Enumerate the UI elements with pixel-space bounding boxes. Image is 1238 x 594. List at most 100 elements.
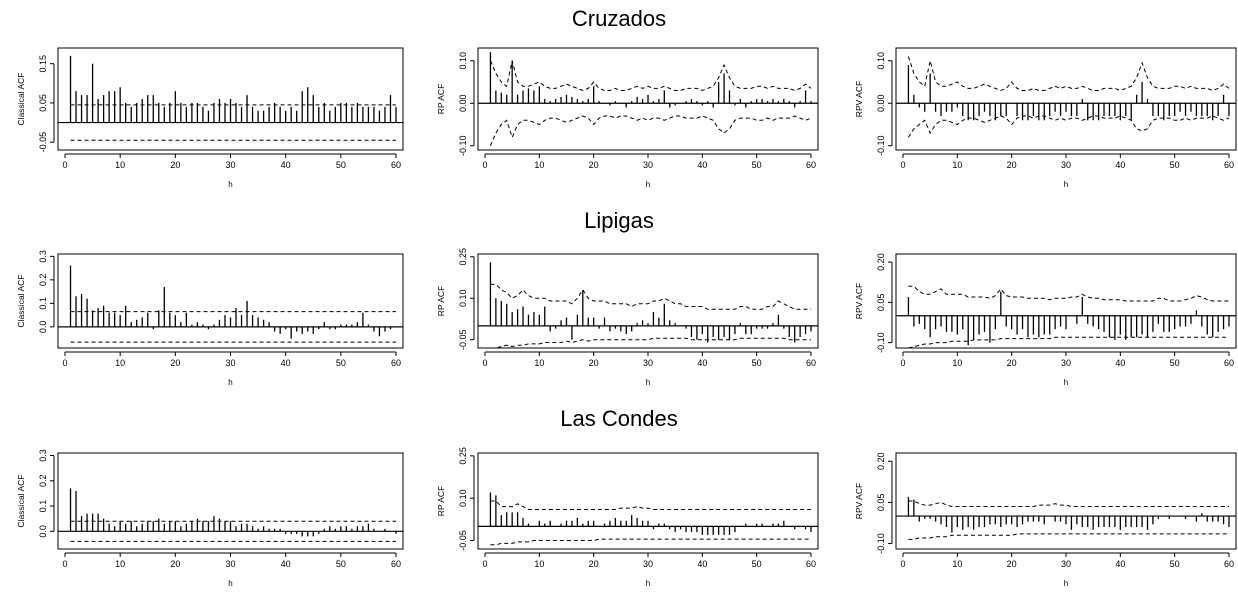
x-tick-label: 40 [281, 358, 291, 368]
x-tick-label: 10 [115, 358, 125, 368]
x-tick-label: 30 [225, 358, 235, 368]
x-tick-label: 10 [115, 160, 125, 170]
upper-band [490, 283, 811, 310]
upper-band [908, 500, 1229, 507]
y-tick-label: 0.3 [38, 250, 48, 263]
plot-frame [895, 452, 1237, 550]
x-tick-label: 50 [336, 559, 346, 569]
x-tick-label: 10 [952, 358, 962, 368]
x-tick-label: 60 [1224, 559, 1234, 569]
y-tick-label: 0.0 [38, 321, 48, 334]
y-axis-label: RPV ACF [854, 81, 864, 117]
row-title-las-condes: Las Condes [560, 406, 678, 431]
x-tick-label: 60 [391, 559, 401, 569]
y-tick-label: -0.05 [458, 530, 468, 551]
x-tick-label: 10 [115, 559, 125, 569]
x-tick-label: 0 [62, 358, 67, 368]
x-tick-label: 20 [1007, 358, 1017, 368]
y-tick-label: -0.10 [458, 135, 468, 156]
x-tick-label: 0 [482, 160, 487, 170]
acf-panel-6: 0 10 20 30 40 50 60 h -0.10 0.05 0.20 RPV ACF [854, 253, 1237, 387]
row-title-lipigas: Lipigas [584, 208, 654, 233]
x-tick-label: 10 [952, 559, 962, 569]
y-tick-label: 0.05 [876, 494, 886, 512]
y-axis-label: RP ACF [436, 286, 446, 317]
x-axis-label: h [1064, 579, 1068, 588]
x-tick-label: 10 [952, 160, 962, 170]
acf-panel-7: 0 10 20 30 40 50 60 h 0.0 0.1 0.2 0.3 Classical ACF [16, 449, 404, 588]
x-tick-label: 50 [336, 358, 346, 368]
y-axis-label: RP ACF [436, 486, 446, 517]
y-tick-label: 0.20 [876, 452, 886, 470]
plot-frame [477, 253, 819, 349]
x-tick-label: 20 [589, 559, 599, 569]
plot-frame [895, 47, 1237, 151]
y-tick-label: 0.3 [38, 449, 48, 462]
y-tick-label: 0.20 [876, 253, 886, 271]
x-tick-label: 50 [1170, 358, 1180, 368]
y-tick-label: 0.00 [876, 94, 886, 112]
y-tick-label: 0.10 [876, 52, 886, 70]
x-tick-label: 0 [900, 559, 905, 569]
plot-frame [895, 253, 1237, 349]
x-tick-label: 50 [752, 160, 762, 170]
y-axis-label: RPV ACF [854, 483, 864, 519]
lower-band [489, 115, 812, 146]
y-axis-label: Classical ACF [16, 275, 26, 328]
plot-frame [57, 452, 404, 550]
x-tick-label: 20 [1007, 160, 1017, 170]
x-axis-label: h [228, 579, 232, 588]
x-tick-label: 0 [900, 160, 905, 170]
x-axis-label: h [228, 180, 232, 189]
x-tick-label: 30 [643, 160, 653, 170]
x-tick-label: 60 [806, 358, 816, 368]
upper-band [907, 56, 1230, 92]
y-tick-label: 0.10 [458, 489, 468, 507]
row-title-cruzados: Cruzados [571, 6, 667, 31]
x-tick-label: 50 [336, 160, 346, 170]
x-tick-label: 20 [589, 358, 599, 368]
x-tick-label: 10 [534, 559, 544, 569]
lower-band [907, 115, 1230, 138]
x-axis-label: h [228, 378, 232, 387]
x-tick-label: 0 [482, 358, 487, 368]
y-tick-label: 0.25 [458, 447, 468, 465]
acf-panel-5: 0 10 20 30 40 50 60 h -0.05 0.10 0.25 RP ACF [436, 248, 819, 387]
x-tick-label: 60 [1224, 358, 1234, 368]
x-tick-label: 30 [225, 160, 235, 170]
acf-panel-8: 0 10 20 30 40 50 60 h -0.05 0.10 0.25 RP ACF [436, 447, 819, 588]
x-tick-label: 40 [697, 160, 707, 170]
x-tick-label: 50 [1170, 559, 1180, 569]
y-tick-label: 0.2 [38, 475, 48, 488]
y-tick-label: 0.10 [458, 289, 468, 307]
x-tick-label: 60 [806, 160, 816, 170]
x-tick-label: 10 [534, 358, 544, 368]
acf-panel-4: 0 10 20 30 40 50 60 h 0.0 0.1 0.2 0.3 Classical ACF [16, 250, 404, 387]
y-tick-label: 0.00 [458, 94, 468, 112]
x-tick-label: 20 [170, 559, 180, 569]
x-tick-label: 0 [482, 559, 487, 569]
acf-panel-9: 0 10 20 30 40 50 60 h -0.10 0.05 0.20 RPV ACF [854, 452, 1237, 588]
x-tick-label: 60 [391, 358, 401, 368]
plot-frame [477, 47, 819, 151]
x-tick-label: 40 [281, 559, 291, 569]
lower-band [490, 337, 811, 349]
x-tick-label: 30 [1061, 559, 1071, 569]
y-tick-label: 0.2 [38, 274, 48, 287]
x-tick-label: 40 [1115, 559, 1125, 569]
x-tick-label: 40 [697, 559, 707, 569]
x-tick-label: 30 [1061, 160, 1071, 170]
y-axis-label: Classical ACF [16, 73, 26, 126]
x-tick-label: 30 [643, 559, 653, 569]
x-axis-label: h [646, 579, 650, 588]
x-tick-label: 50 [1170, 160, 1180, 170]
x-tick-label: 10 [534, 160, 544, 170]
x-tick-label: 20 [1007, 559, 1017, 569]
y-tick-label: -0.10 [876, 533, 886, 554]
x-axis-label: h [646, 180, 650, 189]
y-tick-label: 0.10 [458, 52, 468, 70]
acf-panel-1: 0 10 20 30 40 50 60 h -0.05 0.05 0.15 Classical ACF [16, 47, 404, 189]
y-tick-label: 0.1 [38, 297, 48, 310]
plot-frame [57, 47, 404, 151]
